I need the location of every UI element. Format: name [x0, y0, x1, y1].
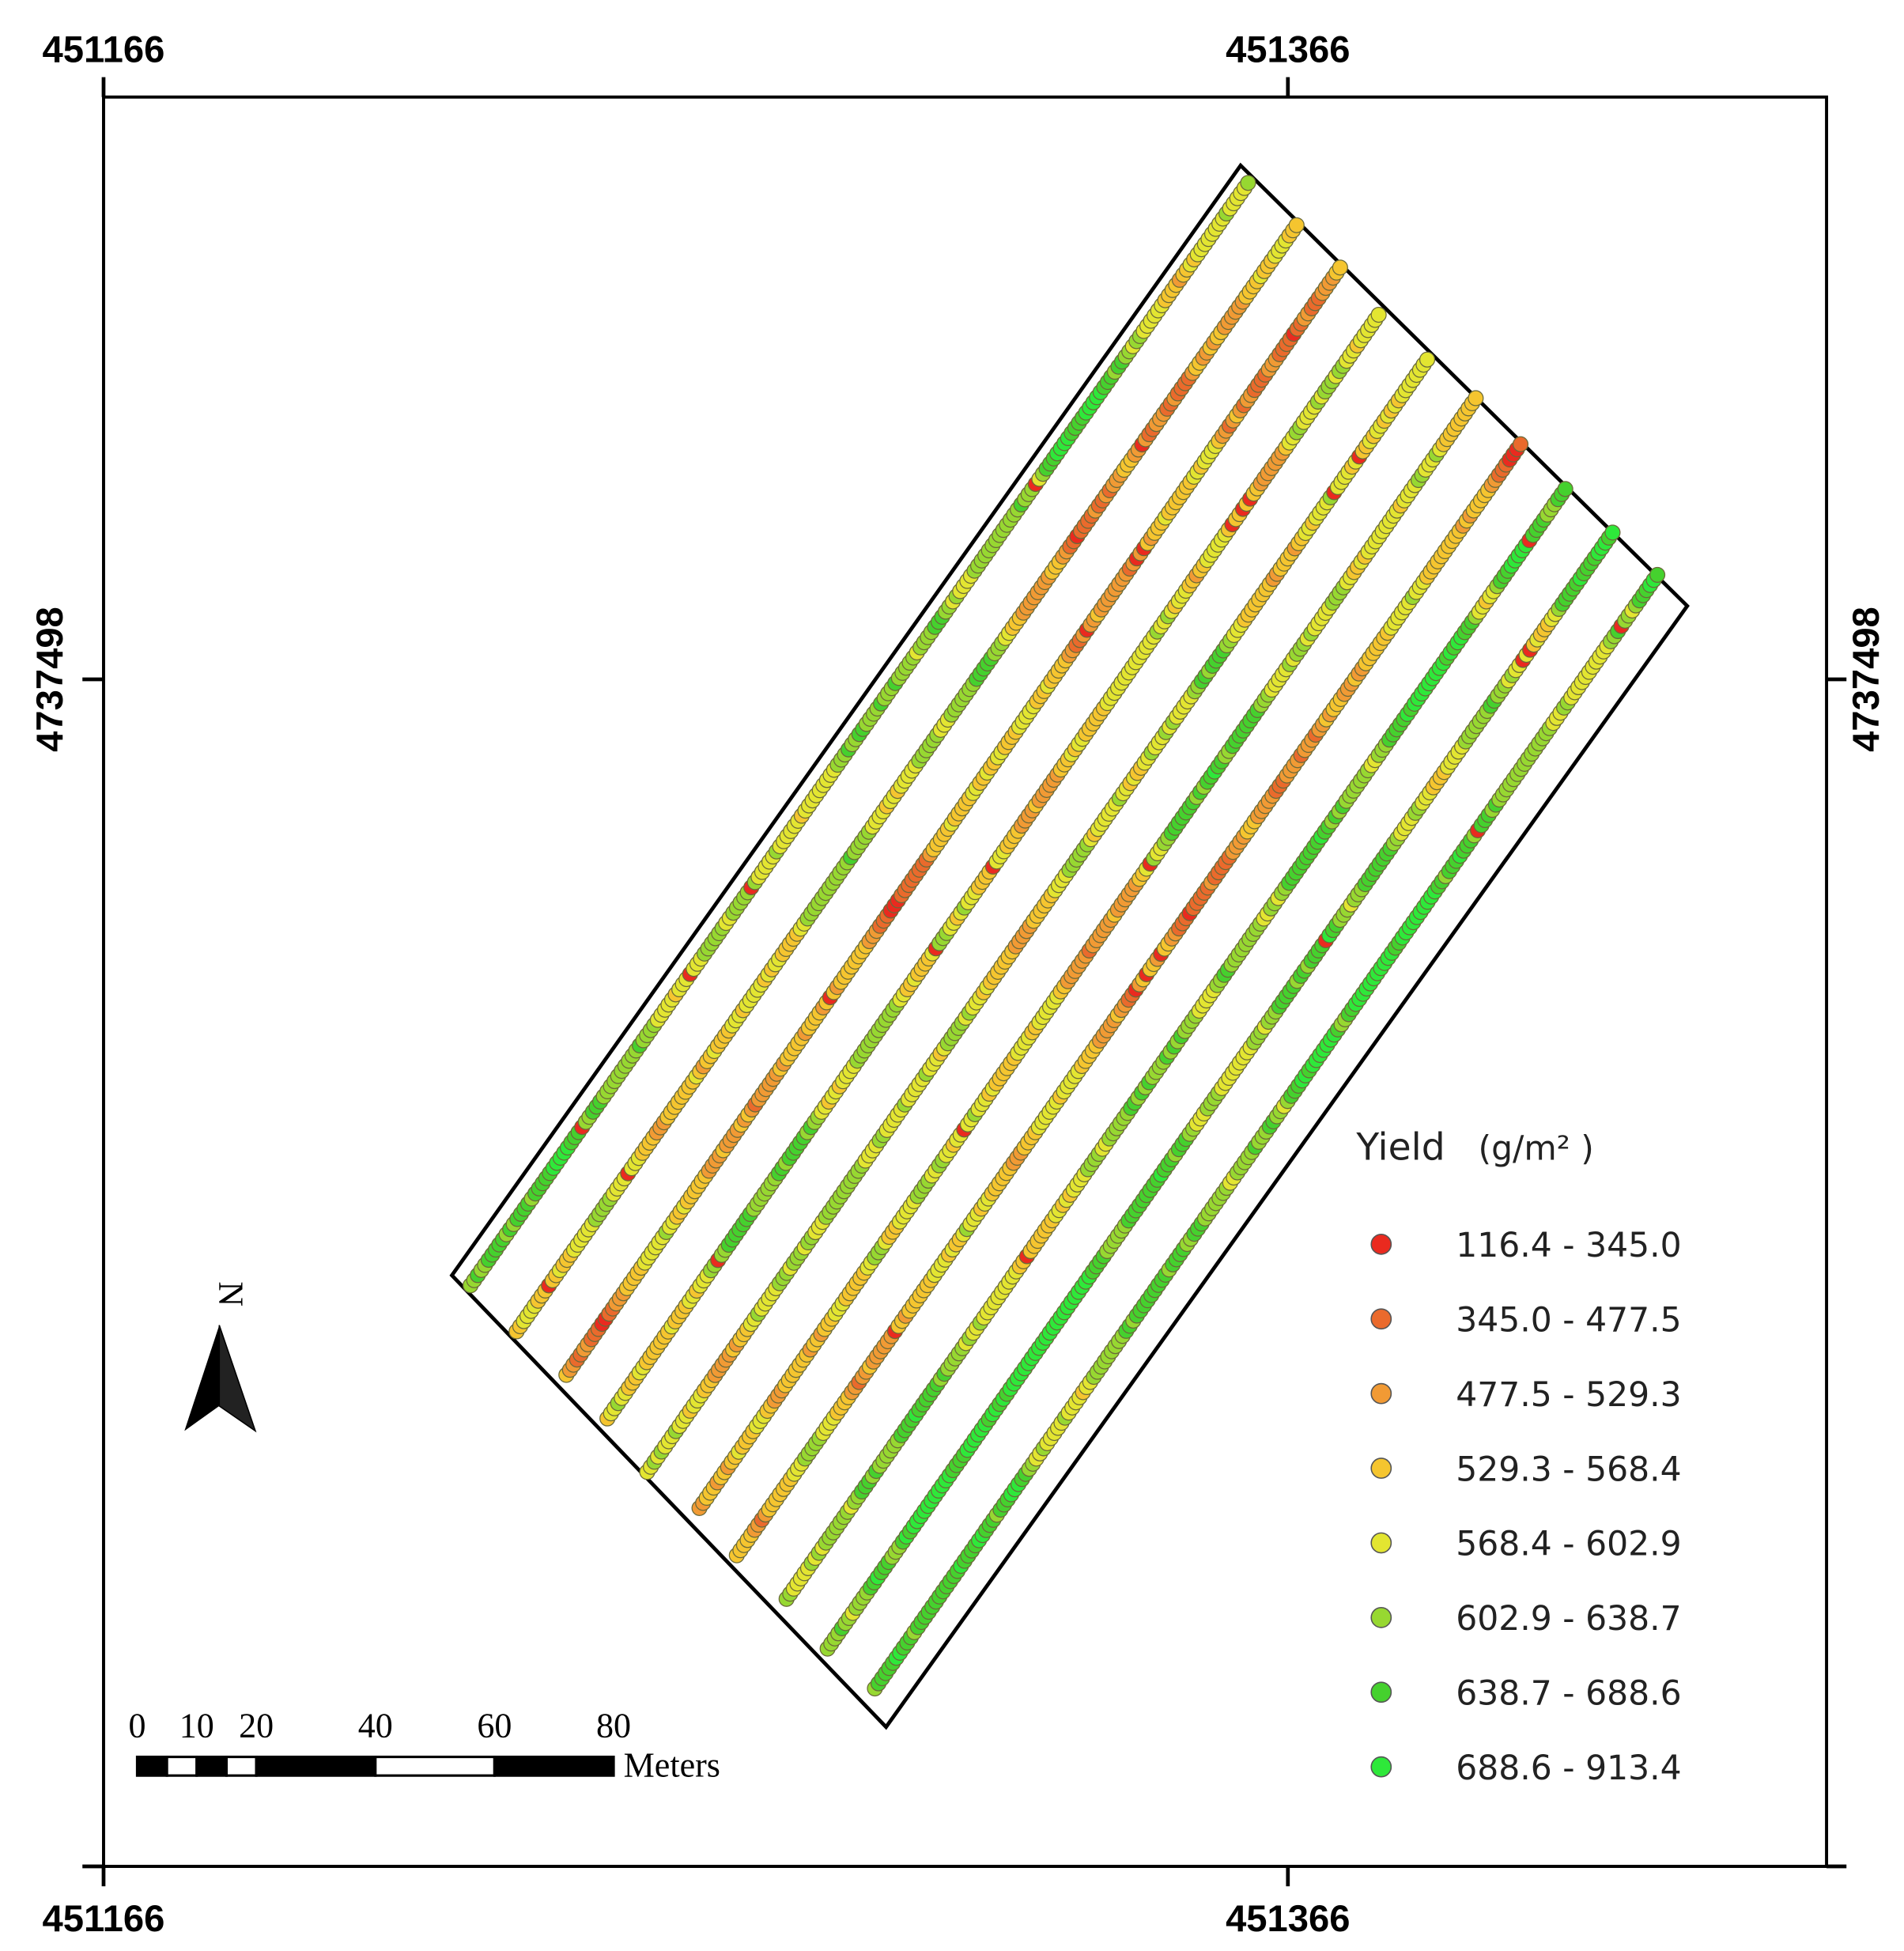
legend-swatch	[1370, 1532, 1392, 1554]
legend-label: 688.6 - 913.4	[1456, 1749, 1681, 1788]
yield-point	[1370, 306, 1387, 323]
legend-label: 345.0 - 477.5	[1456, 1301, 1681, 1340]
legend-label: 638.7 - 688.6	[1456, 1674, 1681, 1713]
yield-point	[1240, 175, 1256, 191]
legend-label: 529.3 - 568.4	[1456, 1450, 1681, 1489]
yield-point	[1604, 524, 1621, 541]
yield-point	[1557, 481, 1573, 497]
legend-swatch	[1370, 1606, 1392, 1628]
legend-swatch	[1370, 1308, 1392, 1330]
legend-label: 116.4 - 345.0	[1456, 1227, 1681, 1265]
coord-label: 4737498	[1845, 607, 1887, 752]
yield-points	[463, 175, 1666, 1697]
north-arrow	[184, 1325, 220, 1431]
coord-label: 4737498	[29, 607, 71, 752]
scale-segment	[493, 1755, 615, 1777]
coord-label: 451166	[43, 1898, 165, 1940]
legend-label: 602.9 - 638.7	[1456, 1600, 1681, 1639]
field-boundary	[449, 162, 1690, 1730]
scale-label: 0	[128, 1706, 145, 1745]
scale-label: 80	[596, 1706, 631, 1745]
coord-label: 451366	[1226, 1898, 1350, 1940]
scale-label: 60	[477, 1706, 512, 1745]
north-arrow	[218, 1325, 257, 1433]
scale-segment	[255, 1755, 377, 1777]
legend-unit: (g/m² )	[1479, 1129, 1594, 1168]
scale-segment	[165, 1755, 198, 1777]
legend-swatch	[1370, 1681, 1392, 1703]
scale-segment	[225, 1755, 258, 1777]
yield-point	[1332, 259, 1348, 276]
legend-swatch	[1370, 1233, 1392, 1255]
legend-label: 477.5 - 529.3	[1456, 1376, 1681, 1415]
yield-point	[1419, 351, 1436, 368]
legend-swatch	[1370, 1382, 1392, 1405]
legend: 116.4 - 345.0 345.0 - 477.5 477.5 - 529.3 5…	[1370, 1227, 1682, 1788]
scale-label: 10	[179, 1706, 214, 1745]
legend-title: Yield	[1355, 1125, 1445, 1169]
legend-label: 568.4 - 602.9	[1456, 1526, 1681, 1564]
yield-point	[1512, 436, 1529, 452]
scale-unit: Meters	[624, 1746, 720, 1785]
scale-label: 20	[239, 1706, 274, 1745]
yield-point	[1288, 217, 1305, 233]
scale-segment	[195, 1755, 229, 1777]
scale-segment	[374, 1755, 496, 1777]
legend-swatch	[1370, 1458, 1392, 1479]
coord-label: 451166	[43, 29, 165, 71]
yield-point	[1468, 390, 1484, 406]
scale-segment	[135, 1755, 168, 1777]
legend-swatch	[1370, 1756, 1392, 1778]
north-label: N	[211, 1281, 250, 1306]
yield-point	[1649, 566, 1666, 583]
coord-label: 451366	[1226, 29, 1350, 71]
map-frame	[102, 95, 1829, 1868]
scale-label: 40	[358, 1706, 393, 1745]
